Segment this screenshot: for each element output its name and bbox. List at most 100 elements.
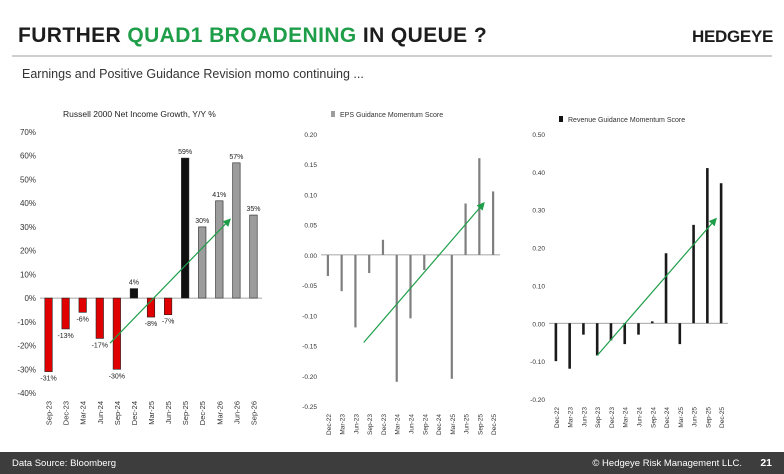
y-tick-label-3: 0.10: [532, 283, 545, 290]
y-tick-label-1: 50%: [20, 175, 36, 184]
bar-2-Sep-24: [423, 254, 426, 270]
data-label-Sep-24: -30%: [109, 373, 125, 380]
x-tick-label-1: Jun-26: [232, 401, 241, 424]
x-tick-label-1: Jun-25: [164, 401, 173, 424]
x-tick-label-1: Mar-25: [147, 401, 156, 425]
bar-2-Jun-23: [354, 254, 357, 328]
y-tick-label-3: 0.20: [532, 246, 545, 253]
x-tick-label-3: Dec-24: [664, 407, 671, 428]
x-tick-label-1: Mar-24: [79, 401, 88, 425]
bar-3-Dec-22: [554, 323, 558, 362]
bar-3-Jun-24: [637, 323, 640, 335]
bar-3-Sep-24: [650, 321, 654, 324]
bar-3-Dec-24: [664, 253, 668, 324]
bar-2-Sep-23: [368, 254, 371, 274]
x-tick-label-2: Dec-24: [436, 414, 443, 435]
x-tick-label-2: Sep-23: [367, 414, 374, 435]
y-tick-label-1: -10%: [17, 318, 36, 327]
data-label-Dec-24: 4%: [129, 280, 139, 287]
x-tick-label-2: Mar-23: [340, 414, 347, 435]
x-tick-label-3: Mar-23: [568, 407, 575, 428]
x-tick-label-3: Mar-25: [678, 407, 685, 428]
y-tick-label-2: -0.15: [302, 344, 317, 351]
bar-1-Jun-25: [164, 297, 173, 316]
x-tick-label-3: Sep-23: [595, 407, 602, 428]
x-tick-label-3: Jun-25: [692, 407, 699, 427]
bar-2-Mar-25: [450, 254, 453, 379]
x-tick-label-2: Dec-25: [491, 414, 498, 435]
bar-1-Dec-23: [61, 297, 70, 330]
x-tick-label-1: Sep-23: [45, 401, 54, 425]
data-label-Mar-25: -8%: [145, 321, 157, 328]
title-suffix: IN QUEUE ?: [362, 24, 488, 47]
y-tick-label-1: 40%: [20, 199, 36, 208]
x-tick-label-1: Dec-23: [62, 401, 71, 425]
y-tick-label-1: 10%: [20, 270, 36, 279]
x-tick-label-1: Sep-24: [113, 401, 122, 425]
data-label-Jun-25: -7%: [162, 319, 174, 326]
header-divider: [12, 55, 772, 57]
y-tick-label-1: -40%: [17, 389, 36, 398]
copyright: © Hedgeye Risk Management LLC.: [592, 458, 742, 469]
title-accent: QUAD1 BROADENING: [127, 24, 357, 47]
data-label-Dec-25: 30%: [195, 218, 209, 225]
footer-bar: Data Source: Bloomberg © Hedgeye Risk Ma…: [0, 452, 784, 474]
x-tick-label-3: Sep-24: [650, 407, 657, 428]
y-tick-label-3: 0.00: [532, 321, 545, 328]
bar-1-Sep-26: [249, 214, 258, 299]
trend-arrow-1: [109, 218, 231, 344]
y-tick-label-1: 30%: [20, 223, 36, 232]
bar-3-Dec-23: [609, 323, 613, 341]
x-tick-label-1: Sep-26: [249, 401, 258, 425]
x-tick-label-3: Dec-22: [554, 407, 561, 428]
x-tick-label-3: Sep-25: [705, 407, 712, 428]
bar-1-Sep-23: [44, 297, 53, 372]
y-tick-label-1: -30%: [17, 365, 36, 374]
y-tick-label-3: -0.10: [530, 359, 545, 366]
data-label-Sep-26: 35%: [246, 206, 260, 213]
data-label-Dec-23: -13%: [57, 333, 73, 340]
page-number: 21: [760, 457, 772, 469]
bar-2-Dec-25: [492, 191, 495, 255]
data-label-Jun-24: -17%: [92, 342, 108, 349]
y-tick-label-2: 0.15: [304, 162, 317, 169]
title-prefix: FURTHER: [18, 24, 122, 47]
y-tick-label-2: 0.20: [304, 132, 317, 139]
bar-3-Mar-25: [678, 323, 682, 345]
x-tick-label-2: Jun-25: [464, 414, 471, 434]
bar-3-Dec-25: [719, 183, 723, 324]
bar-1-Jun-24: [95, 297, 104, 339]
y-tick-label-3: 0.30: [532, 208, 545, 215]
bar-1-Mar-26: [215, 200, 224, 299]
page-title: FURTHER QUAD1 BROADENING IN QUEUE ?: [18, 24, 487, 48]
data-source: Data Source: Bloomberg: [12, 458, 117, 469]
data-label-Sep-25: 59%: [178, 149, 192, 156]
legend-label-2: EPS Guidance Momentum Score: [340, 112, 443, 119]
x-tick-label-2: Mar-25: [450, 414, 457, 435]
bar-2-Dec-22: [326, 254, 329, 277]
bar-2-Jun-25: [464, 203, 467, 255]
y-tick-label-2: 0.10: [304, 192, 317, 199]
y-tick-label-1: 70%: [20, 128, 36, 137]
bar-1-Mar-25: [146, 297, 156, 318]
bar-3-Mar-24: [623, 323, 627, 345]
y-tick-label-1: -20%: [17, 342, 36, 351]
data-label-Jun-26: 57%: [229, 154, 243, 161]
bar-3-Jun-25: [692, 224, 695, 324]
x-tick-label-3: Jun-23: [581, 407, 588, 427]
x-tick-label-2: Jun-24: [409, 414, 416, 434]
bar-1-Sep-25: [181, 157, 190, 299]
y-tick-label-3: 0.50: [532, 132, 545, 139]
slide-subtitle: Earnings and Positive Guidance Revision …: [22, 67, 364, 81]
x-tick-label-1: Mar-26: [215, 401, 224, 425]
x-tick-label-2: Jun-23: [353, 414, 360, 434]
bar-2-Dec-24: [436, 254, 440, 256]
brand-logo: HEDGEYE: [692, 27, 774, 46]
bar-2-Mar-24: [395, 254, 398, 382]
bar-2-Jun-24: [409, 254, 412, 319]
x-tick-label-3: Jun-24: [637, 407, 644, 427]
x-tick-label-2: Mar-24: [395, 414, 402, 435]
y-tick-label-3: -0.20: [530, 397, 545, 404]
bar-1-Dec-24: [129, 288, 138, 299]
